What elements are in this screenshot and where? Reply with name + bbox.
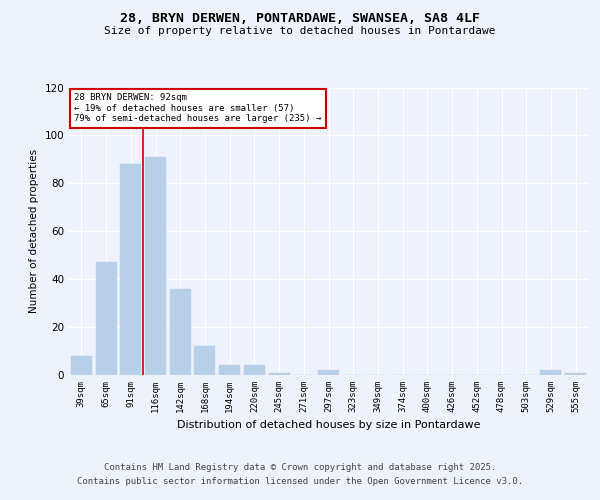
Text: 28 BRYN DERWEN: 92sqm
← 19% of detached houses are smaller (57)
79% of semi-deta: 28 BRYN DERWEN: 92sqm ← 19% of detached … (74, 93, 322, 123)
Bar (95, 262, 116, 375)
Text: Contains public sector information licensed under the Open Government Licence v3: Contains public sector information licen… (77, 477, 523, 486)
Bar (71, 356, 92, 375)
Bar (541, 370, 562, 375)
Bar (244, 366, 265, 375)
Text: 28, BRYN DERWEN, PONTARDAWE, SWANSEA, SA8 4LF: 28, BRYN DERWEN, PONTARDAWE, SWANSEA, SA… (120, 12, 480, 26)
Bar (120, 164, 141, 375)
Y-axis label: Number of detached properties: Number of detached properties (29, 149, 39, 314)
Bar (565, 372, 586, 375)
Bar (269, 372, 290, 375)
Text: Contains HM Land Registry data © Crown copyright and database right 2025.: Contains HM Land Registry data © Crown c… (104, 464, 496, 472)
Bar (194, 346, 215, 375)
Bar (145, 157, 166, 375)
Text: Size of property relative to detached houses in Pontardawe: Size of property relative to detached ho… (104, 26, 496, 36)
Bar (219, 366, 240, 375)
Bar (170, 289, 191, 375)
Bar (318, 370, 339, 375)
X-axis label: Distribution of detached houses by size in Pontardawe: Distribution of detached houses by size … (177, 420, 480, 430)
